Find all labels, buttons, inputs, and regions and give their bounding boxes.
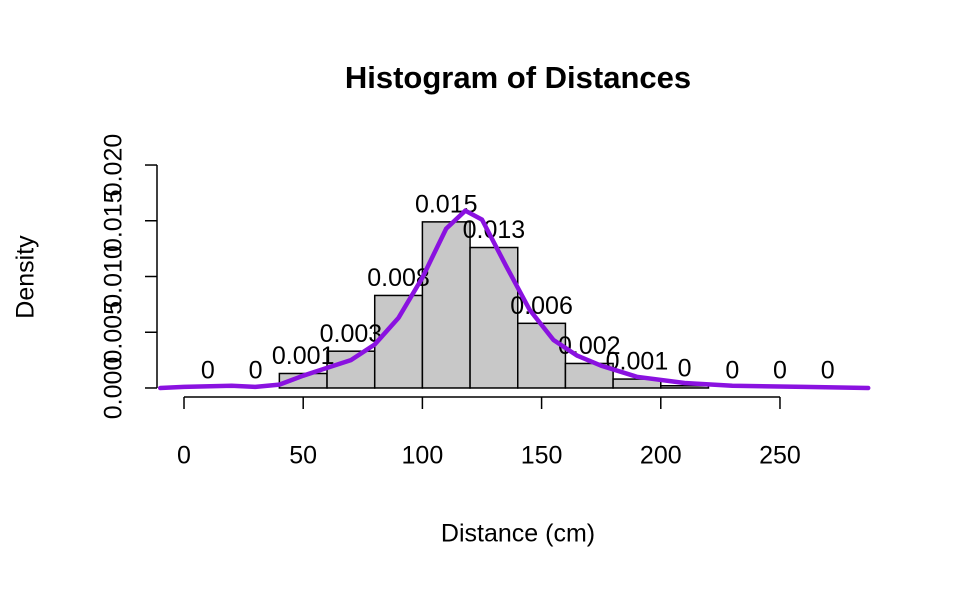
value-label: 0 bbox=[773, 357, 787, 385]
value-label: 0 bbox=[249, 357, 263, 385]
value-label: 0.001 bbox=[272, 342, 335, 370]
value-label: 0 bbox=[201, 357, 215, 385]
y-tick-label: 0.015 bbox=[100, 189, 128, 252]
x-axis-label: Distance (cm) bbox=[441, 520, 595, 548]
value-label: 0.002 bbox=[558, 332, 621, 360]
y-tick-label: 0.005 bbox=[100, 301, 128, 364]
bar bbox=[421, 221, 471, 389]
chart-title: Histogram of Distances bbox=[345, 60, 691, 95]
bar bbox=[326, 350, 376, 389]
x-tick-label: 50 bbox=[289, 442, 317, 470]
x-tick-label: 200 bbox=[640, 442, 682, 470]
value-label: 0.003 bbox=[320, 320, 383, 348]
value-label: 0 bbox=[821, 357, 835, 385]
x-tick-label: 250 bbox=[759, 442, 801, 470]
value-label: 0.006 bbox=[510, 292, 573, 320]
x-tick-label: 0 bbox=[177, 442, 191, 470]
y-axis-label: Density bbox=[12, 235, 40, 319]
y-tick-label: 0.020 bbox=[100, 134, 128, 197]
value-label: 0.008 bbox=[367, 264, 430, 292]
bar bbox=[373, 294, 424, 389]
bar bbox=[517, 322, 567, 389]
x-tick-label: 150 bbox=[521, 442, 563, 470]
value-label: 0 bbox=[678, 354, 692, 382]
x-tick-label: 100 bbox=[402, 442, 444, 470]
y-tick-label: 0.010 bbox=[100, 245, 128, 308]
y-tick-label: 0.000 bbox=[100, 357, 128, 420]
density-curve bbox=[157, 208, 871, 391]
value-label: 0 bbox=[725, 357, 739, 385]
bar bbox=[660, 385, 710, 389]
